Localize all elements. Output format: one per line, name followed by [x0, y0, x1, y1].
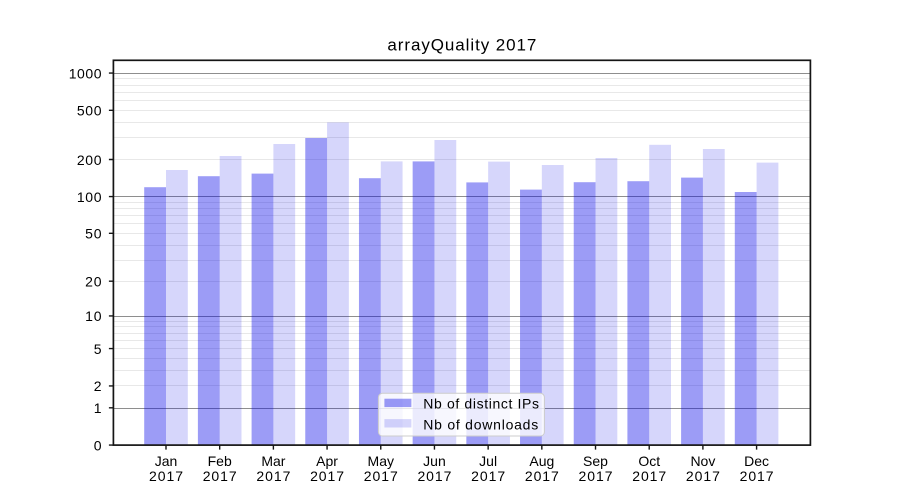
svg-text:Nb of distinct IPs: Nb of distinct IPs [423, 396, 539, 412]
svg-text:2017: 2017 [203, 468, 237, 484]
svg-text:1000: 1000 [69, 65, 102, 81]
svg-text:200: 200 [77, 152, 102, 168]
svg-text:2017: 2017 [149, 468, 183, 484]
svg-text:Mar: Mar [261, 453, 285, 469]
svg-text:Feb: Feb [208, 453, 232, 469]
svg-text:2017: 2017 [310, 468, 344, 484]
svg-text:100: 100 [77, 189, 102, 205]
svg-text:2017: 2017 [471, 468, 505, 484]
svg-text:Dec: Dec [744, 453, 769, 469]
svg-text:2017: 2017 [364, 468, 398, 484]
svg-text:Nb of downloads: Nb of downloads [423, 416, 538, 432]
svg-text:10: 10 [85, 308, 102, 324]
svg-text:2017: 2017 [417, 468, 451, 484]
svg-text:2017: 2017 [686, 468, 720, 484]
svg-text:2017: 2017 [256, 468, 290, 484]
svg-text:2017: 2017 [740, 468, 774, 484]
svg-text:Nov: Nov [690, 453, 715, 469]
svg-text:May: May [368, 453, 394, 469]
svg-text:Apr: Apr [316, 453, 338, 469]
svg-text:Jan: Jan [155, 453, 178, 469]
svg-text:50: 50 [85, 226, 102, 242]
svg-text:2: 2 [94, 378, 102, 394]
svg-text:2017: 2017 [525, 468, 559, 484]
svg-text:2017: 2017 [579, 468, 613, 484]
svg-text:Oct: Oct [638, 453, 660, 469]
svg-text:Sep: Sep [583, 453, 608, 469]
svg-text:20: 20 [85, 273, 102, 289]
svg-text:Jul: Jul [479, 453, 497, 469]
svg-text:Aug: Aug [529, 453, 554, 469]
svg-text:Jun: Jun [423, 453, 446, 469]
svg-text:500: 500 [77, 103, 102, 119]
svg-text:2017: 2017 [632, 468, 666, 484]
svg-text:arrayQuality 2017: arrayQuality 2017 [387, 36, 536, 55]
svg-text:1: 1 [94, 400, 102, 416]
svg-text:0: 0 [94, 437, 102, 453]
svg-text:5: 5 [94, 341, 102, 357]
